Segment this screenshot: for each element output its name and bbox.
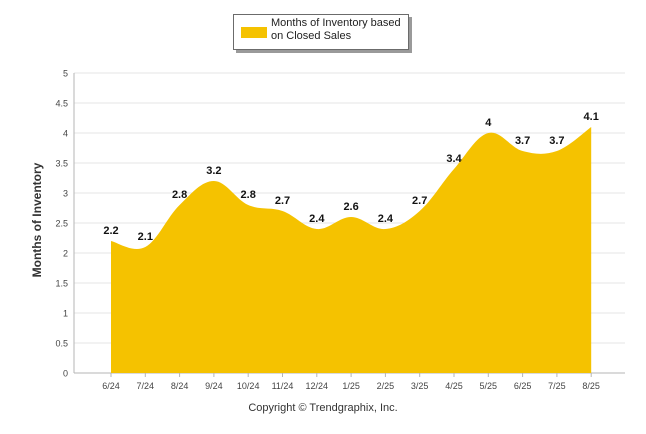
y-tick-label: 3 (63, 189, 68, 199)
y-tick-label: 3.5 (55, 159, 68, 169)
data-label: 2.2 (103, 225, 118, 237)
x-tick-label: 11/24 (272, 381, 294, 391)
legend-swatch (241, 27, 267, 38)
data-label: 2.1 (138, 231, 153, 243)
data-label: 3.7 (515, 135, 530, 147)
x-tick-label: 2/25 (377, 381, 395, 391)
x-tick-label: 7/25 (548, 381, 566, 391)
x-tick-label: 1/25 (342, 381, 360, 391)
legend-label: Months of Inventory based on Closed Sale… (271, 17, 401, 42)
data-label: 3.2 (206, 165, 221, 177)
x-tick-label: 8/24 (171, 381, 189, 391)
x-tick-label: 9/24 (205, 381, 223, 391)
y-tick-label: 0 (63, 369, 68, 379)
data-label: 2.4 (378, 213, 394, 225)
x-tick-label: 4/25 (445, 381, 463, 391)
data-label: 4 (485, 117, 492, 129)
y-tick-label: 5 (63, 69, 68, 79)
data-label: 4.1 (584, 111, 599, 123)
data-label: 2.7 (275, 195, 290, 207)
data-label: 2.8 (241, 189, 256, 201)
y-tick-label: 0.5 (55, 339, 68, 349)
y-tick-label: 1 (63, 309, 68, 319)
y-tick-label: 4.5 (55, 99, 68, 109)
copyright-footer: Copyright © Trendgraphix, Inc. (248, 402, 398, 414)
x-tick-label: 7/24 (137, 381, 155, 391)
x-tick-label: 3/25 (411, 381, 429, 391)
series-area (111, 127, 592, 373)
y-tick-label: 1.5 (55, 279, 68, 289)
x-tick-label: 10/24 (237, 381, 260, 391)
x-tick-label: 12/24 (306, 381, 329, 391)
data-label: 2.8 (172, 189, 187, 201)
x-tick-label: 6/25 (514, 381, 532, 391)
y-tick-label: 2.5 (55, 219, 68, 229)
y-tick-label: 4 (63, 129, 68, 139)
x-tick-label: 8/25 (582, 381, 600, 391)
data-label: 2.7 (412, 195, 427, 207)
y-tick-label: 2 (63, 249, 68, 259)
data-label: 3.7 (549, 135, 564, 147)
x-tick-label: 6/24 (102, 381, 120, 391)
chart-legend: Months of Inventory based on Closed Sale… (233, 14, 409, 50)
data-label: 2.6 (343, 201, 358, 213)
data-label: 3.4 (446, 153, 462, 165)
data-label: 2.4 (309, 213, 325, 225)
x-tick-label: 5/25 (480, 381, 498, 391)
